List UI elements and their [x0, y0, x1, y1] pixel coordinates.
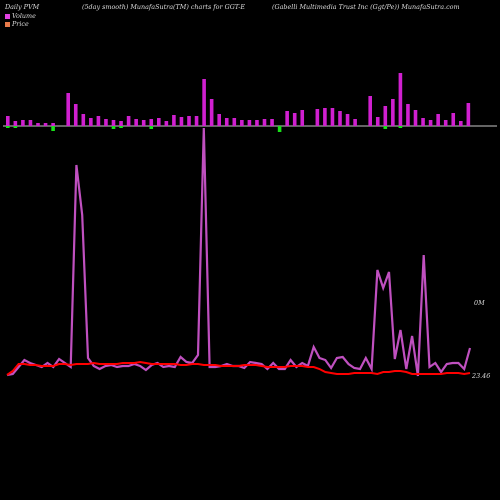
chart-title: (5day smooth) MunafaSutra(TM) charts for… [82, 3, 246, 11]
volume-bar-up [13, 121, 18, 126]
volume-bar-up [459, 121, 463, 126]
legend-volume-label: Volume [12, 12, 36, 20]
volume-bar-up [187, 116, 191, 126]
volume-bar-up [428, 120, 433, 126]
volume-bar-up [194, 116, 199, 126]
volume-bar-up [345, 114, 350, 126]
volume-bar-up [436, 114, 440, 126]
volume-bar-up [292, 113, 297, 126]
volume-bar-up [172, 115, 176, 126]
volume-bar-up [104, 119, 108, 126]
volume-bar-up [466, 103, 471, 126]
volume-bar-up [285, 111, 289, 126]
volume-bar-up [330, 108, 335, 126]
volume-bar-up [134, 119, 138, 126]
annotation-price: 23.46 [471, 372, 490, 380]
volume-bar-up [255, 120, 259, 126]
volume-bars [6, 73, 471, 132]
volume-bar-up [375, 117, 380, 126]
volume-bar-up [270, 119, 274, 126]
volume-bar-up [323, 108, 327, 126]
volume-bar-up [202, 79, 206, 126]
volume-bar-up [81, 114, 86, 126]
volume-bar-up [51, 123, 55, 126]
volume-bar-up [240, 120, 244, 126]
volume-bar-up [21, 120, 25, 126]
price-line [6, 360, 471, 376]
chart-subtitle: (Gabelli Multimedia Trust Inc (Ggt/Pe)) … [272, 3, 460, 11]
volume-bar-down [383, 126, 388, 129]
volume-bar-up [406, 104, 410, 126]
legend-price-swatch [5, 21, 10, 27]
volume-bar-up [383, 106, 388, 126]
volume-bar-up [89, 118, 93, 126]
volume-bar-up [96, 116, 101, 126]
volume-bar-up [262, 119, 267, 126]
volume-bar-down [111, 126, 116, 129]
volume-line [6, 127, 472, 377]
volume-bar-up [300, 110, 305, 126]
volume-bar-up [315, 109, 320, 126]
volume-bar-up [391, 99, 395, 126]
volume-bar-up [6, 116, 10, 126]
volume-bar-up [443, 120, 448, 126]
volume-bar-up [149, 119, 154, 126]
volume-bar-up [209, 99, 214, 126]
volume-bar-down [398, 126, 403, 128]
volume-bar-up [66, 93, 70, 126]
volume-bar-up [179, 117, 184, 126]
legend-volume: Volume [5, 12, 36, 20]
legend-price: Price [5, 20, 29, 28]
volume-bar-up [164, 121, 169, 126]
volume-bar-up [421, 118, 425, 126]
volume-bar-down [149, 126, 154, 129]
volume-bar-down [119, 126, 123, 128]
volume-bar-up [247, 120, 252, 126]
volume-bar-up [338, 111, 342, 126]
chart-label-left: Daily PVM [5, 3, 40, 11]
legend-price-label: Price [12, 20, 29, 28]
volume-bar-up [126, 116, 131, 126]
volume-bar-up [413, 110, 418, 126]
legend-volume-swatch [5, 13, 10, 19]
volume-bar-up [119, 121, 123, 126]
annotation-volume: 0M [474, 299, 485, 307]
volume-bar-down [51, 126, 55, 131]
volume-bar-up [451, 113, 456, 126]
volume-bar-up [73, 104, 78, 126]
volume-bar-up [368, 96, 372, 126]
volume-bar-up [43, 123, 48, 126]
volume-bar-up [224, 118, 229, 126]
volume-bar-up [28, 120, 33, 126]
volume-bar-up [111, 120, 116, 126]
volume-bar-up [36, 123, 40, 126]
volume-bar-up [398, 73, 403, 126]
volume-bar-down [277, 126, 282, 132]
volume-bar-down [13, 126, 18, 128]
volume-bar-up [232, 118, 237, 126]
volume-bar-up [217, 114, 221, 126]
volume-bar-up [157, 118, 161, 126]
volume-bar-up [353, 119, 357, 126]
volume-bar-down [6, 126, 10, 128]
volume-bar-up [141, 120, 146, 126]
